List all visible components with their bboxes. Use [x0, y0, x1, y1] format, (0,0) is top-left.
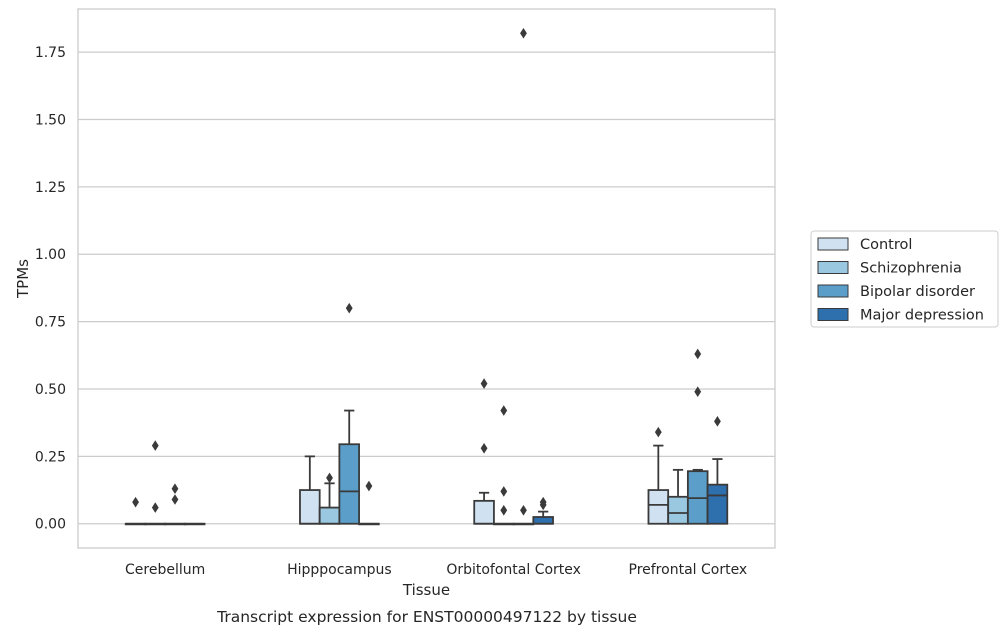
box-rect — [667, 495, 689, 525]
y-tick-label: 1.75 — [35, 45, 66, 61]
box-1-3 — [358, 480, 380, 526]
outlier-point — [171, 494, 179, 505]
outlier-point — [654, 426, 662, 438]
y-axis-ticks: 0.00 0.25 0.50 0.75 1.00 1.25 1.50 1.75 — [35, 45, 66, 533]
box-rect — [318, 506, 341, 525]
legend-label: Schizophrenia — [860, 261, 962, 277]
outlier-point — [151, 502, 159, 513]
outlier-point — [714, 416, 721, 427]
outlier-point — [694, 386, 702, 397]
legend-label: Control — [860, 237, 912, 253]
box-rect — [532, 516, 554, 525]
y-tick-label: 0.25 — [35, 449, 66, 465]
box-rect — [299, 489, 321, 525]
box-0-3 — [183, 522, 206, 526]
box-3-3 — [706, 416, 729, 525]
box-3-2 — [686, 348, 709, 525]
legend: Control Schizophrenia Bipolar disorder Majo… — [810, 230, 999, 328]
y-tick-label: 1.25 — [35, 180, 66, 196]
outlier-point — [539, 496, 547, 508]
legend-swatch — [817, 261, 849, 274]
legend-label: Major depression — [860, 308, 984, 324]
box-0-1 — [144, 440, 167, 526]
x-axis-title: Tissue — [402, 581, 450, 599]
plot-area — [77, 8, 776, 549]
outlier-point — [520, 504, 527, 516]
box-rect — [338, 443, 360, 525]
box-1-2 — [338, 302, 360, 525]
box-0-2 — [164, 483, 186, 526]
outlier-point — [132, 496, 139, 508]
outlier-point — [480, 442, 488, 454]
outlier-point — [520, 27, 527, 39]
box-rect — [647, 489, 670, 525]
y-tick-label: 0.75 — [35, 315, 66, 331]
outlier-point — [500, 405, 508, 416]
box-rect — [706, 483, 729, 525]
legend-label: Bipolar disorder — [860, 284, 975, 300]
box-0-0 — [124, 496, 147, 526]
box-1-0 — [299, 455, 321, 525]
box-2-2 — [512, 27, 535, 526]
outlier-point — [151, 440, 159, 451]
boxes — [124, 27, 729, 526]
y-tick-label: 0.00 — [35, 517, 66, 533]
outlier-point — [345, 302, 353, 314]
box-1-1 — [318, 472, 341, 525]
box-2-0 — [473, 378, 495, 525]
legend-frame — [810, 230, 999, 328]
x-tick-label: Hipppocampus — [287, 562, 392, 578]
chart-caption: Transcript expression for ENST0000049712… — [216, 608, 637, 626]
x-tick-label: Prefrontal Cortex — [629, 562, 748, 578]
outlier-point — [500, 486, 508, 497]
y-tick-label: 1.50 — [35, 112, 66, 128]
outlier-point — [694, 348, 702, 360]
outlier-point — [326, 472, 333, 484]
outlier-point — [500, 504, 508, 516]
legend-swatch — [817, 308, 849, 321]
box-2-1 — [493, 405, 515, 526]
x-axis-ticks: Cerebellum Hipppocampus Orbitofontal Corte… — [125, 562, 747, 578]
y-tick-label: 1.00 — [35, 247, 66, 263]
x-tick-label: Orbitofontal Cortex — [446, 562, 581, 578]
grid-lines — [78, 51, 775, 525]
outlier-point — [480, 378, 488, 389]
legend-swatch — [817, 284, 849, 298]
y-tick-label: 0.50 — [35, 382, 66, 398]
box-2-3 — [532, 496, 554, 525]
x-tick-label: Cerebellum — [125, 562, 205, 578]
box-rect — [473, 499, 495, 525]
outlier-point — [365, 480, 373, 492]
box-3-1 — [667, 468, 689, 525]
legend-swatch — [817, 237, 849, 251]
y-axis-title: TPMs — [14, 259, 32, 299]
outlier-point — [171, 483, 179, 495]
box-3-0 — [647, 426, 670, 525]
